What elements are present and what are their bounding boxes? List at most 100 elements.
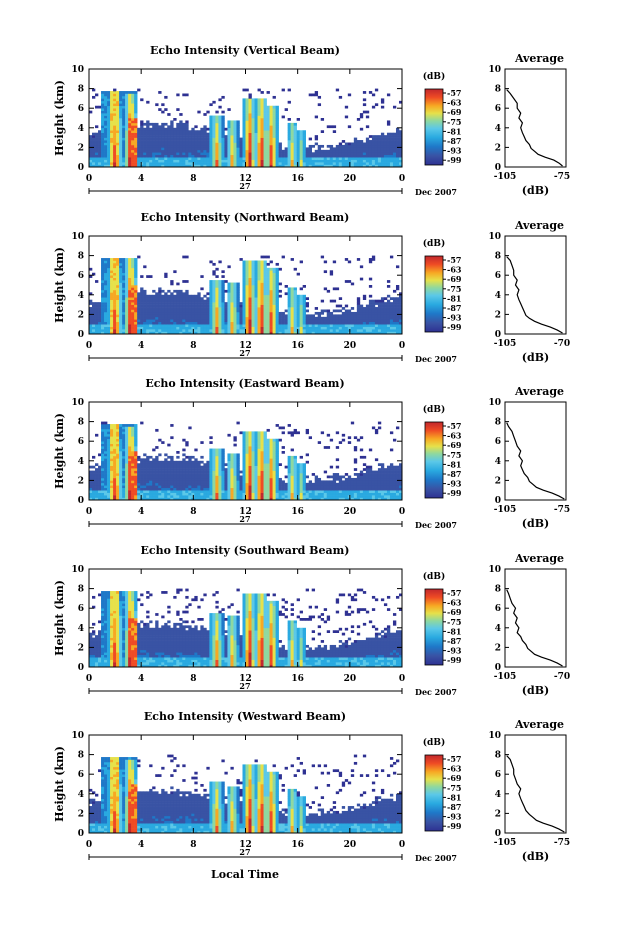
heatmap-cell	[389, 135, 394, 138]
heatmap-cell	[122, 453, 126, 457]
heatmap-cell	[248, 319, 252, 323]
heatmap-cell	[128, 329, 132, 332]
heatmap-cell	[332, 149, 337, 153]
heatmap-cell	[392, 311, 397, 315]
heatmap-cell	[275, 164, 279, 168]
heatmap-cell	[224, 144, 228, 148]
heatmap-cell	[221, 142, 225, 146]
heatmap-cell	[296, 162, 300, 165]
heatmap-cell	[386, 309, 391, 313]
heatmap-cell	[299, 324, 303, 327]
heatmap-cell	[176, 294, 180, 298]
heatmap-cell	[215, 309, 219, 313]
heatmap-cell	[158, 132, 162, 136]
heatmap-cell	[110, 477, 114, 481]
heatmap-cell	[218, 299, 222, 303]
heatmap-cell	[188, 130, 192, 133]
heatmap-cell	[131, 113, 135, 116]
heatmap-cell	[110, 451, 114, 454]
heatmap-cell	[248, 294, 252, 298]
heatmap-cell	[179, 473, 183, 476]
heatmap-cell	[377, 162, 382, 165]
heatmap-cell	[260, 159, 264, 163]
heatmap-cell	[122, 438, 126, 442]
heatmap-cell	[272, 122, 276, 126]
heatmap-cell	[116, 307, 120, 310]
heatmap-cell	[194, 324, 198, 327]
heatmap-cell	[185, 120, 189, 124]
heatmap-cell	[200, 297, 204, 300]
heatmap-cell	[275, 311, 279, 315]
heatmap-cell	[116, 297, 120, 300]
heatmap-cell	[134, 125, 138, 129]
heatmap-cell	[359, 113, 364, 116]
heatmap-cell	[371, 149, 376, 153]
heatmap-cell	[218, 115, 222, 119]
heatmap-cell	[200, 324, 204, 327]
heatmap-cell	[104, 105, 108, 109]
heatmap-cell	[302, 162, 306, 165]
heatmap-cell	[122, 120, 126, 124]
heatmap-cell	[167, 331, 171, 335]
heatmap-cell	[209, 321, 213, 325]
heatmap-cell	[332, 326, 337, 330]
heatmap-cell	[206, 465, 210, 469]
heatmap-cell	[179, 120, 183, 124]
heatmap-cell	[164, 299, 168, 303]
heatmap-cell	[221, 115, 225, 119]
heatmap-cell	[95, 149, 99, 153]
heatmap-cell	[209, 135, 213, 138]
heatmap-cell	[170, 311, 174, 315]
heatmap-cell	[116, 144, 120, 148]
heatmap-cell	[329, 154, 334, 158]
heatmap-cell	[203, 321, 207, 325]
heatmap-cell	[392, 162, 397, 165]
heatmap-cell	[197, 307, 201, 310]
heatmap-cell	[302, 159, 306, 163]
heatmap-cell	[134, 446, 138, 449]
heatmap-cell	[320, 331, 325, 335]
heatmap-cell	[98, 319, 102, 323]
heatmap-cell	[269, 292, 273, 296]
heatmap-cell	[392, 132, 397, 136]
heatmap-cell	[200, 455, 204, 459]
heatmap-cell	[380, 164, 385, 168]
heatmap-cell	[128, 428, 132, 432]
heatmap-cell	[395, 149, 400, 153]
heatmap-cell	[122, 495, 126, 498]
heatmap-cell	[221, 132, 225, 136]
heatmap-cell	[125, 446, 129, 449]
heatmap-cell	[302, 331, 306, 335]
heatmap-cell	[269, 135, 273, 138]
heatmap-cell	[116, 304, 120, 308]
heatmap-cell	[236, 164, 240, 168]
heatmap-cell	[320, 309, 325, 313]
x-tick-label: 0	[86, 341, 92, 351]
heatmap-cell	[116, 125, 120, 129]
heatmap-cell	[116, 451, 120, 454]
heatmap-cell	[104, 428, 108, 432]
heatmap-cell	[263, 98, 267, 102]
heatmap-cell	[356, 311, 361, 315]
heatmap-cell	[110, 473, 114, 476]
heatmap-cell	[302, 157, 306, 160]
heatmap-cell	[134, 497, 138, 501]
heatmap-cell	[164, 485, 168, 489]
heatmap-cell	[371, 164, 376, 168]
heatmap-cell	[221, 289, 225, 293]
heatmap-cell	[158, 91, 162, 94]
heatmap-cell	[152, 314, 156, 318]
heatmap-cell	[92, 326, 96, 330]
heatmap-cell	[371, 309, 376, 313]
heatmap-cell	[398, 324, 403, 327]
heatmap-cell	[206, 463, 210, 466]
heatmap-cell	[146, 309, 150, 313]
heatmap-cell	[296, 311, 300, 315]
heatmap-cell	[263, 287, 267, 291]
heatmap-cell	[380, 324, 385, 327]
heatmap-cell	[203, 130, 207, 133]
heatmap-cell	[215, 110, 219, 114]
heatmap-cell	[143, 292, 147, 296]
heatmap-cell	[293, 321, 297, 325]
heatmap-cell	[113, 152, 117, 156]
